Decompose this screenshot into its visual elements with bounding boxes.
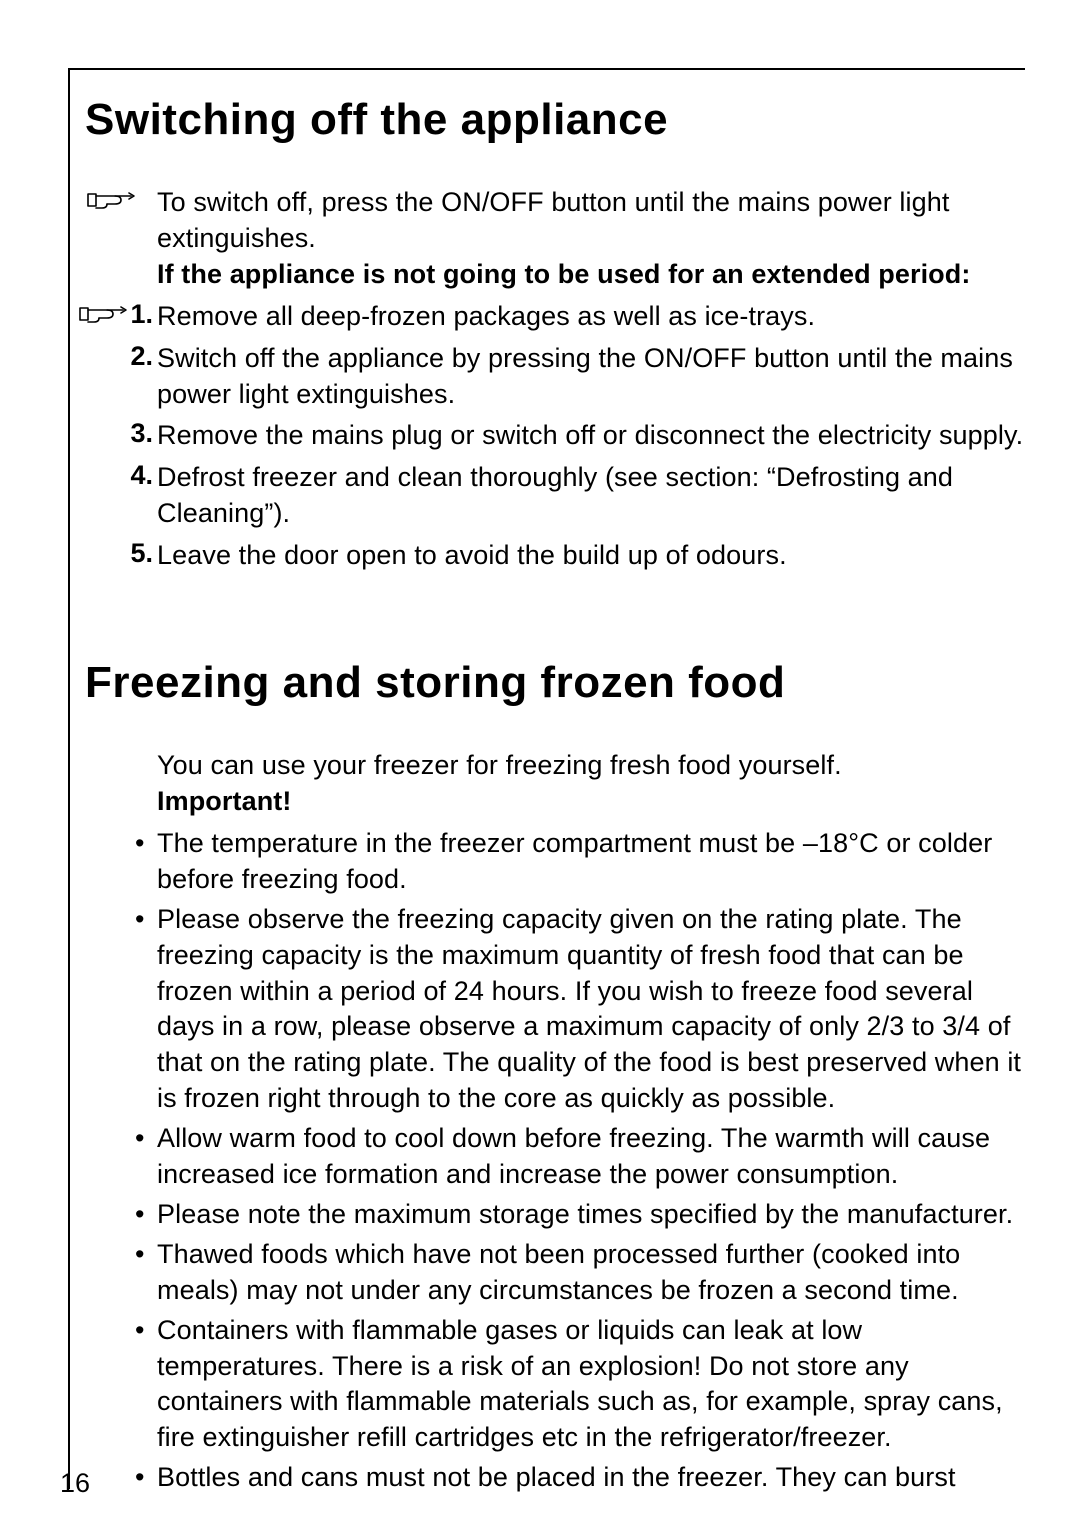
content-area: Switching off the appliance To switch of… xyxy=(85,95,1025,1500)
step-text: Switch off the appliance by pressing the… xyxy=(157,341,1025,413)
freezing-intro: You can use your freezer for freezing fr… xyxy=(85,748,1025,820)
horizontal-rule xyxy=(68,68,1025,70)
step-2: 2. Switch off the appliance by pressing … xyxy=(85,341,1025,413)
freezing-intro-text: You can use your freezer for freezing fr… xyxy=(157,748,1025,784)
bullet-text: Please note the maximum storage times sp… xyxy=(157,1197,1025,1233)
page-number: 16 xyxy=(60,1468,90,1499)
page: Switching off the appliance To switch of… xyxy=(0,0,1080,1529)
step-text: Remove the mains plug or switch off or d… xyxy=(157,418,1025,454)
important-label: Important! xyxy=(157,784,1025,820)
bullet-item: • Thawed foods which have not been proce… xyxy=(85,1237,1025,1309)
step-text: Leave the door open to avoid the build u… xyxy=(157,538,1025,574)
bullet-item: • Containers with flammable gases or liq… xyxy=(85,1313,1025,1457)
bullet-item: • Please note the maximum storage times … xyxy=(85,1197,1025,1233)
bullet-text: The temperature in the freezer compartme… xyxy=(157,826,1025,898)
bullet-text: Thawed foods which have not been process… xyxy=(157,1237,1025,1309)
step-text: Defrost freezer and clean thoroughly (se… xyxy=(157,460,1025,532)
bullet-text: Bottles and cans must not be placed in t… xyxy=(157,1460,1025,1496)
bullet-text: Please observe the freezing capacity giv… xyxy=(157,902,1025,1117)
hand-pointing-icon xyxy=(85,187,137,213)
step-3: 3. Remove the mains plug or switch off o… xyxy=(85,418,1025,454)
step-number: 5. xyxy=(117,538,153,569)
heading-freezing: Freezing and storing frozen food xyxy=(85,658,1025,708)
bullet-dot-icon: • xyxy=(135,1121,144,1157)
bullet-dot-icon: • xyxy=(135,902,144,938)
bullet-dot-icon: • xyxy=(135,1460,144,1496)
intro-block: To switch off, press the ON/OFF button u… xyxy=(85,185,1025,293)
bold-line: If the appliance is not going to be used… xyxy=(157,257,1025,293)
step-text: Remove all deep-frozen packages as well … xyxy=(157,299,1025,335)
step-1: 1. Remove all deep-frozen packages as we… xyxy=(85,299,1025,335)
bullet-dot-icon: • xyxy=(135,826,144,862)
bullet-dot-icon: • xyxy=(135,1197,144,1233)
bullet-dot-icon: • xyxy=(135,1237,144,1273)
vertical-rule xyxy=(68,68,70,1489)
bullet-item: • Please observe the freezing capacity g… xyxy=(85,902,1025,1117)
heading-switching-off: Switching off the appliance xyxy=(85,95,1025,145)
bullet-item: • Bottles and cans must not be placed in… xyxy=(85,1460,1025,1496)
step-5: 5. Leave the door open to avoid the buil… xyxy=(85,538,1025,574)
step-4: 4. Defrost freezer and clean thoroughly … xyxy=(85,460,1025,532)
bullet-item: • The temperature in the freezer compart… xyxy=(85,826,1025,898)
bullet-text: Allow warm food to cool down before free… xyxy=(157,1121,1025,1193)
bullet-text: Containers with flammable gases or liqui… xyxy=(157,1313,1025,1457)
step-number: 4. xyxy=(117,460,153,491)
step-number: 1. xyxy=(117,299,153,330)
step-number: 2. xyxy=(117,341,153,372)
step-number: 3. xyxy=(117,418,153,449)
intro-text: To switch off, press the ON/OFF button u… xyxy=(157,185,1025,257)
bullet-dot-icon: • xyxy=(135,1313,144,1349)
bullet-item: • Allow warm food to cool down before fr… xyxy=(85,1121,1025,1193)
